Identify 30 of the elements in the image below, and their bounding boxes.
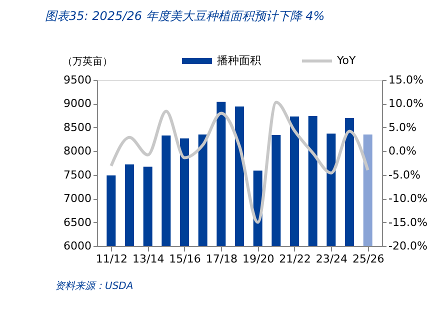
y2-tick-label: 10.0% (388, 97, 424, 110)
y-tick-label: 9500 (64, 74, 92, 86)
y-tick-label: 9000 (64, 97, 92, 110)
x-tick-label: 15/16 (169, 252, 201, 266)
y-tick-label: 7500 (64, 168, 92, 182)
y2-tick-label: 0.0% (388, 144, 416, 158)
y-axis-title: （万英亩） (62, 56, 112, 68)
chart-title: 图表35: 2025/26 年度美大豆种植面积预计下降 4% (45, 9, 325, 23)
y-tick-label: 7000 (64, 192, 92, 206)
text: 资料来源：USDA (55, 280, 134, 292)
y2-tick-label: -20.0% (388, 240, 428, 252)
x-tick-label: 21/22 (279, 252, 311, 266)
x-tick-label: 11/12 (96, 252, 128, 266)
y2-tick-label: -10.0% (388, 192, 428, 206)
legend-label: 播种面积 (217, 54, 261, 67)
line-series (110, 100, 370, 224)
x-tick-label: 25/26 (352, 252, 384, 266)
y-tick-label: 8000 (64, 144, 92, 158)
x-tick-label: 19/20 (242, 252, 274, 266)
legend-label: YoY (336, 54, 356, 67)
y2-tick-label: 15.0% (388, 74, 424, 86)
y-tick-label: 6000 (64, 240, 92, 252)
y2-tick-label: 5.0% (388, 120, 416, 134)
y-tick-label: 8500 (64, 120, 92, 134)
x-tick-label: 23/24 (316, 252, 348, 266)
y-tick-label: 6500 (64, 216, 92, 229)
x-tick-label: 13/14 (132, 252, 164, 266)
y2-tick-label: -5.0% (388, 168, 420, 182)
y2-tick-label: -15.0% (388, 216, 428, 229)
x-tick-label: 17/18 (206, 252, 238, 266)
